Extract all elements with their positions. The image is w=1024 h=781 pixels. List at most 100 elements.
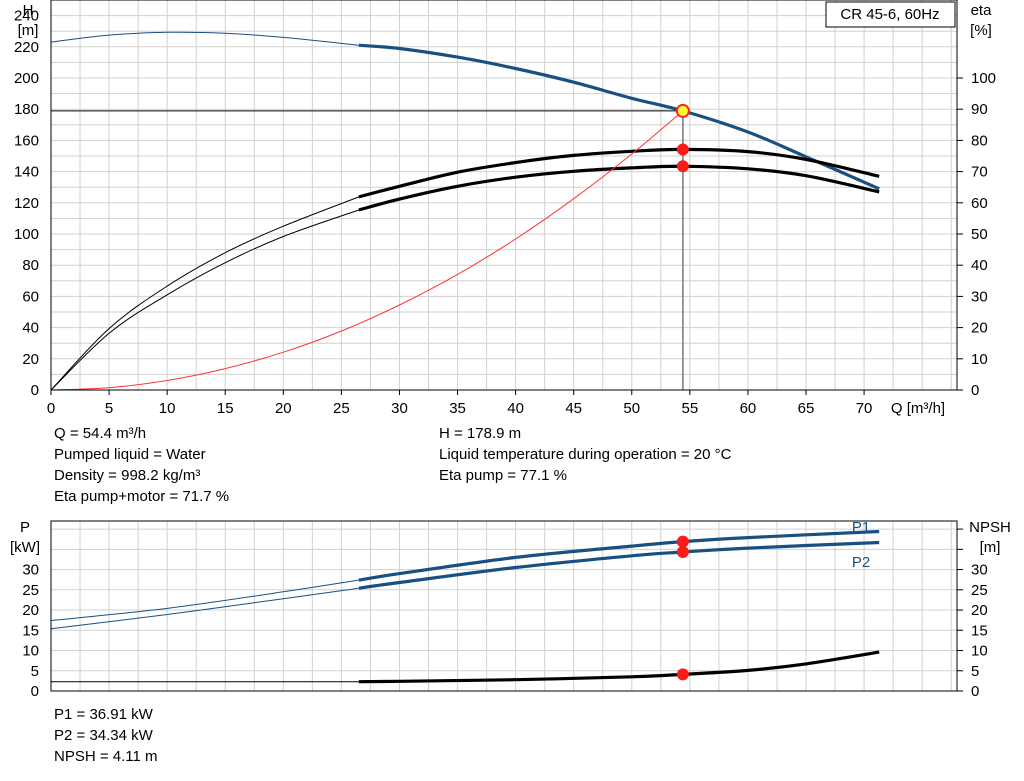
- H-curve: [358, 43, 880, 191]
- top-chart-curves: [50, 31, 880, 391]
- eta-pump-curve-extrapolated: [50, 196, 359, 391]
- h-tick-label: 200: [14, 70, 39, 87]
- eta-tick-label: 30: [971, 288, 988, 305]
- top-chart-grid: [50, 0, 957, 391]
- duty-info-left: Q = 54.4 m³/h Pumped liquid = Water Dens…: [54, 423, 229, 507]
- h-tick-label: 220: [14, 39, 39, 56]
- p1-legend-label: P1: [852, 519, 870, 536]
- duty-point-eta-pump-marker: [676, 143, 689, 156]
- axis-ticks: 0 5 10 15 20 25 30 35 40 45 50 55 60 65 70020406080100…: [14, 8, 996, 700]
- x-tick-label: 30: [391, 400, 408, 417]
- info-head: H = 178.9 m: [439, 425, 522, 442]
- h-tick-label: 100: [14, 226, 39, 243]
- npsh-axis-unit: [m]: [980, 539, 1001, 556]
- p-axis-unit: [kW]: [10, 539, 40, 556]
- top-plot-frame: [50, 0, 958, 391]
- p2-curve: [358, 540, 880, 590]
- h-tick-label: 60: [22, 288, 39, 305]
- chart-title: CR 45-6, 60Hz: [840, 6, 939, 23]
- npsh-curve: [358, 650, 880, 684]
- x-tick-label: 5: [105, 400, 113, 417]
- npsh-tick-label: 0: [971, 683, 979, 700]
- x-tick-label: 15: [217, 400, 234, 417]
- info-pumped-liquid: Pumped liquid = Water: [54, 446, 206, 463]
- bottom-chart-curves: [50, 529, 880, 684]
- duty-point-markers: [675, 103, 690, 681]
- duty-point-head-marker: [675, 103, 690, 118]
- eta-tick-label: 50: [971, 226, 988, 243]
- h-tick-label: 240: [14, 8, 39, 25]
- x-tick-label: 45: [565, 400, 582, 417]
- q-axis-title: Q [m³/h]: [891, 400, 945, 417]
- h-axis-unit: [m]: [18, 22, 39, 39]
- p-tick-label: 5: [31, 663, 39, 680]
- duty-point-p2-marker: [676, 546, 689, 559]
- p1-curve-extrapolated: [50, 579, 359, 622]
- eta-tick-label: 40: [971, 257, 988, 274]
- H-curve-extrapolated: [50, 31, 359, 46]
- p-axis-title: P: [20, 519, 30, 536]
- p-tick-label: 10: [22, 643, 39, 660]
- info-eta-pump: Eta pump = 77.1 %: [439, 467, 567, 484]
- npsh-axis-title: NPSH: [969, 519, 1011, 536]
- eta-tick-label: 60: [971, 195, 988, 212]
- p-tick-label: 15: [22, 622, 39, 639]
- duty-point-eta-pump-motor-marker: [676, 160, 689, 173]
- plot-frames: [50, 0, 958, 692]
- npsh-tick-label: 15: [971, 622, 988, 639]
- x-tick-label: 55: [682, 400, 699, 417]
- eta-pump-motor-curve: [358, 164, 880, 212]
- eta-tick-label: 10: [971, 351, 988, 368]
- npsh-tick-label: 5: [971, 663, 979, 680]
- h-tick-label: 140: [14, 164, 39, 181]
- x-tick-label: 50: [623, 400, 640, 417]
- h-tick-label: 80: [22, 257, 39, 274]
- eta-tick-label: 90: [971, 101, 988, 118]
- x-tick-label: 35: [449, 400, 466, 417]
- eta-axis-unit: [%]: [970, 22, 992, 39]
- h-tick-label: 180: [14, 101, 39, 118]
- info-density: Density = 998.2 kg/m³: [54, 467, 201, 484]
- duty-info-right: H = 178.9 m Liquid temperature during op…: [439, 423, 731, 486]
- h-tick-label: 120: [14, 195, 39, 212]
- x-tick-label: 20: [275, 400, 292, 417]
- h-axis-title: H: [23, 2, 34, 19]
- h-tick-label: 160: [14, 132, 39, 149]
- x-tick-label: 70: [856, 400, 873, 417]
- p-tick-label: 0: [31, 683, 39, 700]
- eta-pump-curve: [358, 147, 880, 199]
- p2-legend-label: P2: [852, 554, 870, 571]
- info-liquid-temperature: Liquid temperature during operation = 20…: [439, 446, 732, 463]
- p-tick-label: 30: [22, 562, 39, 579]
- npsh-tick-label: 20: [971, 602, 988, 619]
- info-eta-pump-motor: Eta pump+motor = 71.7 %: [54, 488, 230, 505]
- eta-tick-label: 20: [971, 320, 988, 337]
- x-tick-label: 25: [333, 400, 350, 417]
- system-curve: [50, 110, 684, 391]
- duty-point-npsh-marker: [676, 668, 689, 681]
- eta-tick-label: 80: [971, 132, 988, 149]
- power-info: P1 = 36.91 kW P2 = 34.34 kW NPSH = 4.11 …: [54, 704, 158, 767]
- eta-axis-title: eta: [971, 2, 993, 19]
- x-tick-label: 65: [798, 400, 815, 417]
- h-tick-label: 0: [31, 382, 39, 399]
- info-p2: P2 = 34.34 kW: [54, 727, 153, 744]
- duty-point-p1-marker: [676, 535, 689, 548]
- x-tick-label: 0: [47, 400, 55, 417]
- chart-title-box: [825, 1, 956, 28]
- npsh-tick-label: 30: [971, 562, 988, 579]
- npsh-tick-label: 10: [971, 643, 988, 660]
- info-flow: Q = 54.4 m³/h: [54, 425, 147, 442]
- npsh-tick-label: 25: [971, 582, 988, 599]
- p1-curve: [358, 529, 880, 582]
- p2-curve-extrapolated: [50, 587, 359, 630]
- eta-tick-label: 0: [971, 382, 979, 399]
- eta-tick-label: 100: [971, 70, 996, 87]
- duty-point-reference-lines: [51, 110, 684, 390]
- bottom-plot-frame: [50, 520, 958, 692]
- info-npsh: NPSH = 4.11 m: [54, 748, 158, 765]
- p-tick-label: 20: [22, 602, 39, 619]
- eta-tick-label: 70: [971, 164, 988, 181]
- h-tick-label: 40: [22, 320, 39, 337]
